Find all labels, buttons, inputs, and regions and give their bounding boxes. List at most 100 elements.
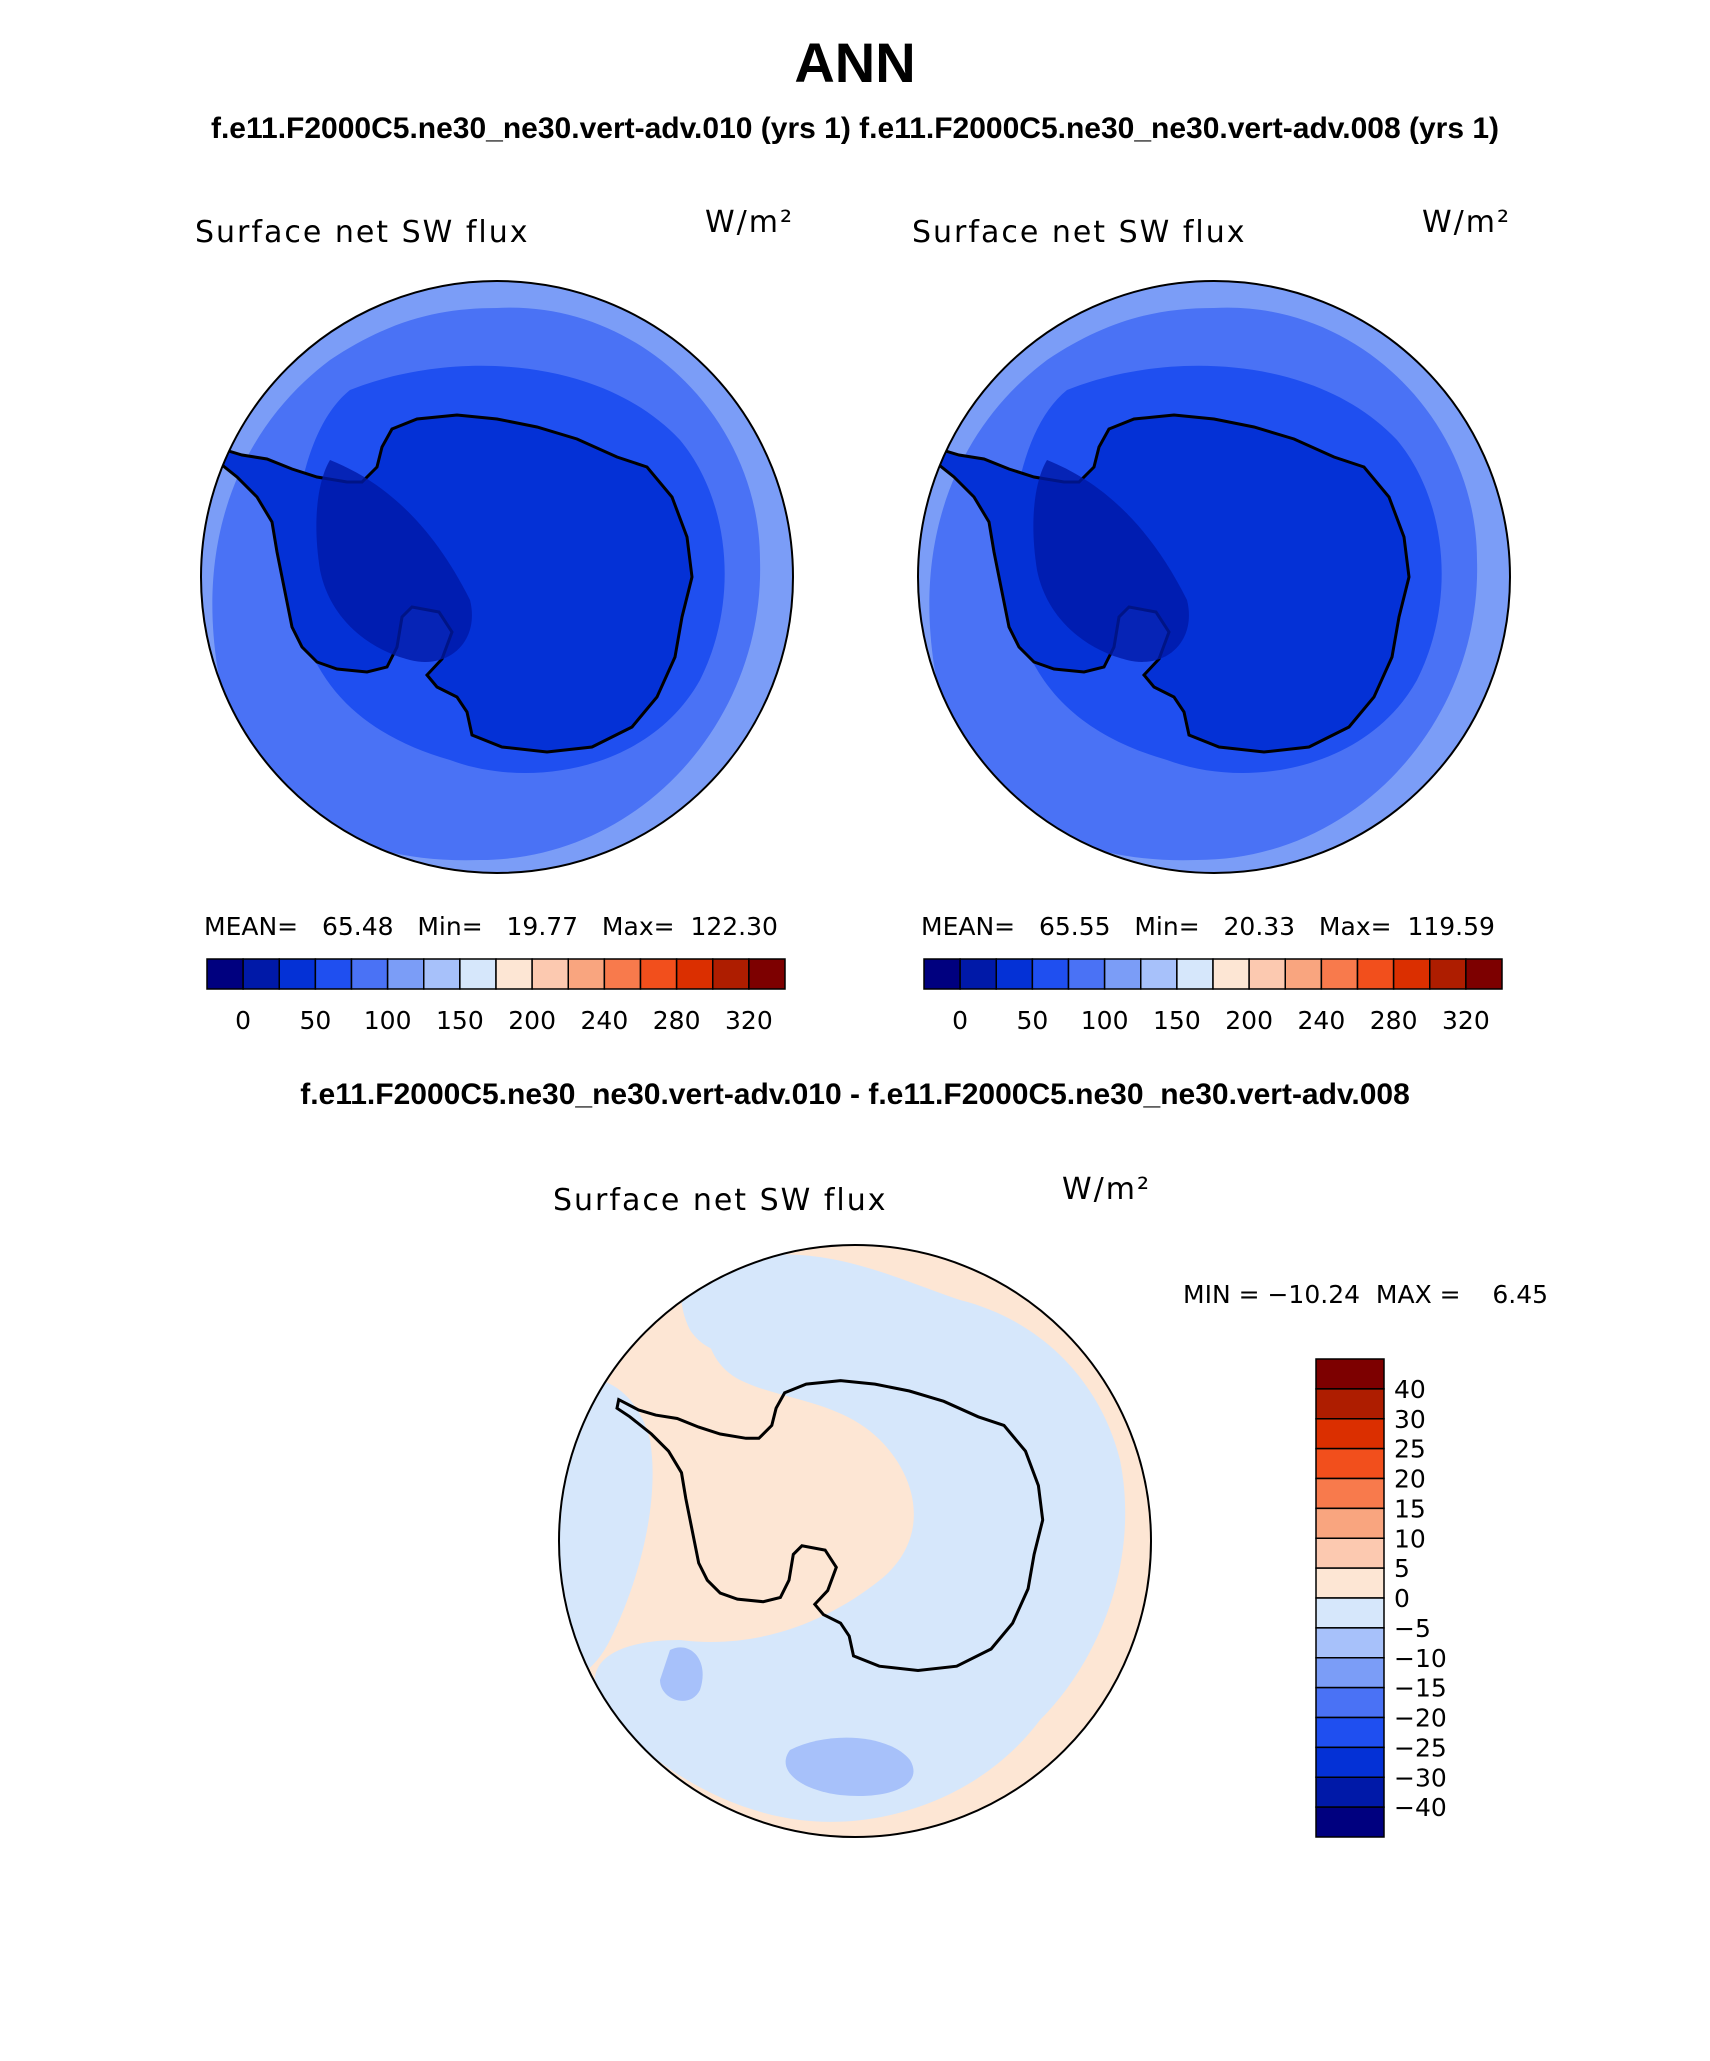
colorbar-swatch — [995, 958, 1034, 990]
colorbar-swatch — [1315, 1447, 1385, 1480]
map-difference — [558, 1244, 1152, 1838]
panel-2-units: W/m² — [1422, 205, 1512, 240]
colorbar-swatch — [1315, 1716, 1385, 1749]
panel-1-variable: Surface net SW flux — [195, 215, 530, 250]
colorbar-swatch — [1315, 1597, 1385, 1629]
colorbar-swatch — [386, 958, 425, 990]
colorbar-swatch — [1320, 958, 1359, 990]
colorbar-swatch — [1031, 958, 1070, 990]
colorbar-swatch — [314, 958, 353, 990]
colorbar-tick-label: −15 — [1394, 1674, 1447, 1703]
colorbar-swatch — [1315, 1657, 1385, 1689]
colorbar-tick-label: 320 — [1442, 1006, 1490, 1035]
colorbar-swatch — [1140, 958, 1178, 990]
colorbar-tick-label: 280 — [653, 1006, 701, 1035]
colorbar-tick-label: −5 — [1394, 1614, 1431, 1643]
colorbar-swatch — [639, 958, 678, 990]
colorbar-swatch — [1315, 1746, 1385, 1778]
colorbar-swatch — [1315, 1537, 1385, 1569]
colorbar-swatch — [1429, 958, 1467, 990]
colorbar-swatch — [459, 958, 497, 990]
colorbar-swatch — [1315, 1477, 1385, 1510]
colorbar-swatch — [1315, 1567, 1385, 1599]
colorbar-tick-label: 25 — [1394, 1435, 1426, 1464]
colorbar-tick-label: −30 — [1394, 1763, 1447, 1792]
panel-2-variable: Surface net SW flux — [912, 215, 1247, 250]
colorbar-tick-label: 0 — [235, 1006, 251, 1035]
colorbar-swatch — [675, 958, 714, 990]
colorbar-swatch — [423, 958, 461, 990]
colorbar-swatch — [1315, 1388, 1385, 1420]
colorbar-tick-label: 240 — [1298, 1006, 1346, 1035]
colorbar-swatch — [923, 958, 961, 990]
colorbar-swatch — [278, 958, 317, 990]
colorbar-tick-label: 320 — [725, 1006, 773, 1035]
colorbar-swatch — [1315, 1418, 1385, 1450]
colorbar-tick-label: 5 — [1394, 1554, 1410, 1583]
colorbar-swatch — [242, 958, 280, 990]
colorbar-tick-label: 15 — [1394, 1494, 1426, 1523]
diff-panel-units: W/m² — [1062, 1172, 1152, 1207]
colorbar-swatch — [1392, 958, 1431, 990]
colorbar-swatch — [350, 958, 389, 990]
case-title: f.e11.F2000C5.ne30_ne30.vert-adv.010 (yr… — [210, 112, 1500, 145]
colorbar-swatch — [603, 958, 642, 990]
colorbar-tick-label: −40 — [1394, 1793, 1447, 1822]
colorbar-tick-label: 100 — [1081, 1006, 1129, 1035]
colorbar-swatch — [531, 958, 569, 990]
colorbar-swatch — [1067, 958, 1106, 990]
colorbar-swatch — [712, 958, 750, 990]
diff-panel-variable: Surface net SW flux — [553, 1183, 888, 1218]
panel-1-units: W/m² — [705, 205, 795, 240]
colorbar-swatch — [1315, 1627, 1385, 1659]
colorbar-tick-label: −10 — [1394, 1644, 1447, 1673]
colorbar-tick-label: 150 — [436, 1006, 484, 1035]
colorbar-tick-label: 0 — [1394, 1584, 1410, 1613]
colorbar-swatch — [206, 958, 244, 990]
colorbar-tick-label: 200 — [508, 1006, 556, 1035]
difference-title: f.e11.F2000C5.ne30_ne30.vert-adv.010 - f… — [300, 1078, 1410, 1111]
colorbar-swatch — [1176, 958, 1214, 990]
colorbar-tick-label: 150 — [1153, 1006, 1201, 1035]
diff-blue-blob — [660, 1647, 703, 1701]
colorbar-swatch — [1103, 958, 1142, 990]
colorbar-tick-label: 40 — [1394, 1375, 1426, 1404]
colorbar-tick-label: 100 — [364, 1006, 412, 1035]
colorbar-swatch — [1315, 1507, 1385, 1539]
colorbar-swatch — [1356, 958, 1395, 990]
colorbar-swatch — [748, 958, 786, 990]
colorbar-tick-label: 280 — [1370, 1006, 1418, 1035]
colorbar-swatch — [1465, 958, 1503, 990]
colorbar-tick-label: 240 — [581, 1006, 629, 1035]
colorbar-left: 0 50 100 150 200 240 280 320 — [206, 958, 786, 1035]
colorbar-swatch — [1284, 958, 1323, 990]
colorbar-tick-label: 10 — [1394, 1524, 1426, 1553]
diff-negative-region — [594, 1254, 1126, 1822]
colorbar-swatch — [1315, 1686, 1385, 1719]
colorbar-tick-label: 20 — [1394, 1465, 1426, 1494]
colorbar-swatch — [1315, 1358, 1385, 1390]
colorbar-tick-label: 0 — [952, 1006, 968, 1035]
colorbar-tick-label: 200 — [1225, 1006, 1273, 1035]
dark-region — [1033, 460, 1189, 662]
panel-1-stats: MEAN= 65.48 Min= 19.77 Max= 122.30 — [204, 912, 778, 941]
colorbar-tick-label: −20 — [1394, 1704, 1447, 1733]
colorbar-swatch — [1315, 1806, 1385, 1838]
colorbar-swatch — [1212, 958, 1250, 990]
map-left — [200, 280, 794, 874]
diff-blue-blob — [785, 1737, 914, 1796]
colorbar-tick-label: 50 — [299, 1006, 331, 1035]
diff-panel-stats: MIN = −10.24 MAX = 6.45 — [1183, 1280, 1549, 1309]
colorbar-swatch — [1248, 958, 1286, 990]
colorbar-tick-label: −25 — [1394, 1733, 1447, 1762]
colorbar-tick-label: 30 — [1394, 1405, 1426, 1434]
dark-region — [316, 460, 472, 662]
colorbar-swatch — [1315, 1776, 1385, 1808]
panel-2-stats: MEAN= 65.55 Min= 20.33 Max= 119.59 — [921, 912, 1495, 941]
page-title: ANN — [794, 31, 916, 94]
colorbar-right: 0 50 100 150 200 240 280 320 — [923, 958, 1503, 1035]
colorbar-swatch — [495, 958, 533, 990]
colorbar-swatch — [959, 958, 997, 990]
